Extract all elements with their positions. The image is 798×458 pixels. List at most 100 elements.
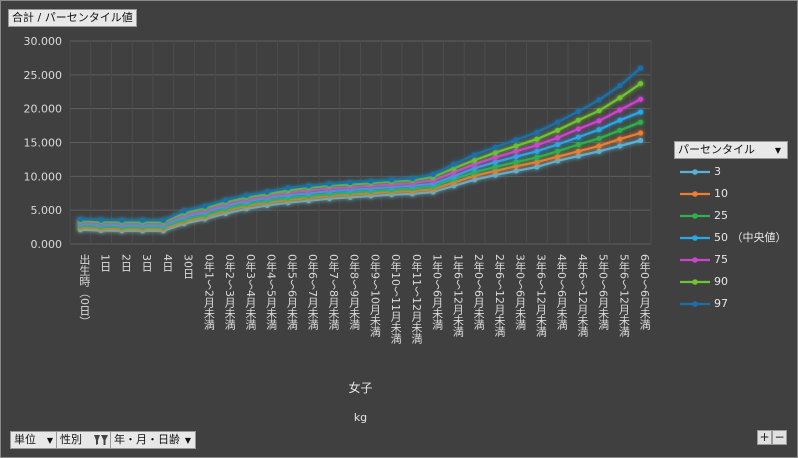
- data-point: [596, 97, 602, 103]
- x-tick-label: 3年0～6月未満: [514, 254, 527, 331]
- series-line: [80, 98, 642, 225]
- legend-marker-icon: [680, 235, 710, 241]
- data-point: [285, 185, 291, 191]
- data-point: [617, 136, 623, 142]
- data-point: [326, 181, 332, 187]
- data-point: [617, 117, 623, 123]
- field-button-age-label: 年・月・日齢: [114, 433, 180, 446]
- data-point: [451, 165, 457, 171]
- x-tick-label: 2年0～6月未満: [472, 254, 485, 331]
- y-tick-label: 20.000: [24, 103, 63, 116]
- data-point: [555, 141, 561, 148]
- x-axis-unit-label: kg: [354, 411, 367, 424]
- x-tick-label: 0年11～12月未満: [410, 254, 423, 345]
- data-point: [555, 158, 561, 164]
- legend-field-button[interactable]: パーセンタイル ▼: [674, 141, 788, 159]
- data-point: [306, 183, 312, 189]
- data-point: [513, 159, 519, 165]
- data-point: [575, 153, 581, 159]
- data-point: [472, 152, 478, 158]
- data-point: [555, 119, 561, 125]
- data-point: [638, 119, 644, 125]
- data-point: [451, 161, 457, 167]
- data-point: [492, 144, 498, 150]
- data-point: [638, 81, 644, 87]
- data-point: [472, 177, 478, 183]
- series-line: [80, 67, 642, 222]
- data-point: [596, 108, 602, 114]
- y-tick-label: 25.000: [24, 69, 63, 82]
- dropdown-icon[interactable]: ▼: [46, 436, 53, 445]
- x-tick-label: 0年9～10月未満: [368, 254, 381, 338]
- dropdown-icon[interactable]: ▼: [774, 146, 781, 155]
- zoom-in-icon: +: [759, 430, 770, 444]
- series-line: [80, 131, 641, 231]
- legend-marker-icon: [680, 191, 710, 197]
- data-point: [181, 208, 187, 214]
- filter-icon[interactable]: [94, 434, 108, 451]
- data-point: [617, 143, 623, 149]
- data-point: [638, 65, 644, 71]
- data-point: [575, 117, 581, 123]
- data-point: [638, 130, 644, 136]
- data-point: [223, 197, 229, 203]
- zoom-out-icon: −: [774, 430, 785, 444]
- series-line: [80, 121, 642, 229]
- data-point: [472, 165, 478, 171]
- data-point: [472, 169, 478, 175]
- data-point: [389, 177, 395, 183]
- data-point: [492, 154, 498, 160]
- data-point: [492, 168, 498, 174]
- data-point: [575, 141, 581, 148]
- data-point: [534, 159, 540, 165]
- x-tick-label: 0年5～6月未満: [285, 254, 298, 331]
- data-point: [119, 217, 125, 223]
- field-button-sex[interactable]: 性別: [56, 431, 112, 449]
- zoom-out-button[interactable]: −: [772, 430, 787, 445]
- x-tick-label: 0年4～5月未満: [265, 254, 278, 331]
- y-tick-label: 15.000: [24, 137, 63, 150]
- zoom-in-button[interactable]: +: [757, 430, 772, 445]
- legend-item-label: 25: [714, 209, 728, 222]
- values-field-button[interactable]: 合計 / パーセンタイル値: [8, 9, 137, 27]
- x-tick-label: 4年6～12月未満: [576, 254, 589, 338]
- series-line: [80, 139, 641, 232]
- data-point: [430, 171, 436, 177]
- x-tick-label: 4年0～6月未満: [555, 254, 568, 331]
- legend-item-label: 50 （中央値）: [714, 231, 787, 244]
- series-line: [80, 110, 642, 227]
- data-point: [534, 164, 540, 170]
- data-point: [617, 107, 623, 113]
- data-point: [492, 150, 498, 156]
- legend-marker-icon: [680, 169, 710, 175]
- x-tick-label: 2年6～12月未満: [493, 254, 506, 338]
- x-tick-label: 5年6～12月未満: [617, 254, 630, 338]
- data-point: [492, 159, 498, 165]
- data-point: [555, 127, 561, 133]
- data-point: [534, 148, 540, 154]
- data-point: [596, 135, 602, 142]
- x-tick-label: 0年2～3月未満: [223, 254, 236, 331]
- data-point: [492, 172, 498, 178]
- field-button-unit[interactable]: 単位 ▼: [10, 431, 58, 449]
- field-button-age[interactable]: 年・月・日齢 ▼: [110, 431, 196, 449]
- data-point: [264, 189, 270, 195]
- data-point: [534, 154, 540, 160]
- dropdown-icon[interactable]: ▼: [184, 436, 191, 445]
- data-point: [638, 109, 644, 115]
- data-point: [596, 148, 602, 154]
- data-point: [513, 148, 519, 154]
- field-button-sex-label: 性別: [60, 433, 82, 446]
- legend-item-label: 3: [714, 165, 721, 178]
- x-tick-label: 2日: [119, 254, 132, 272]
- data-point: [617, 83, 623, 89]
- x-tick-label: 5年0～6月未満: [597, 254, 610, 331]
- x-tick-label: 30日: [182, 254, 195, 279]
- series-line: [80, 82, 642, 224]
- legend-marker-icon: [680, 213, 710, 219]
- x-tick-label: 0年10～11月未満: [389, 254, 402, 345]
- data-point: [596, 118, 602, 124]
- data-point: [160, 217, 166, 223]
- data-point: [368, 178, 374, 184]
